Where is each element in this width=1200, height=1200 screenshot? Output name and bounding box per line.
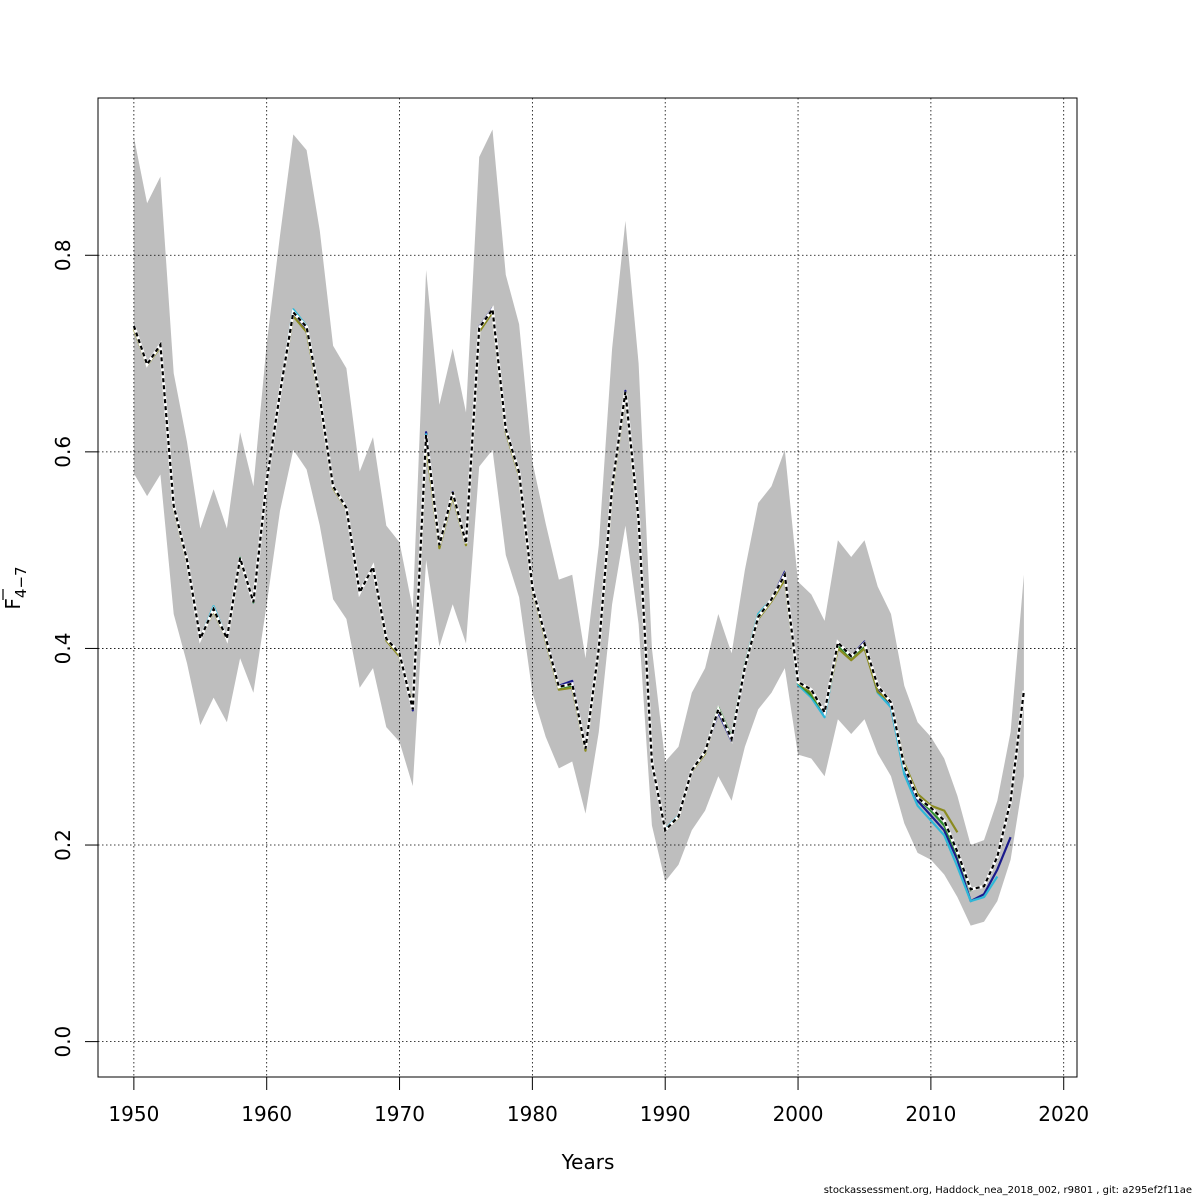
y-tick-label: 0.4 [51, 633, 75, 665]
y-tick-label: 0.0 [51, 1026, 75, 1058]
y-tick-label: 0.8 [51, 239, 75, 271]
y-axis-label-main: F [1, 598, 25, 610]
x-tick-label: 2000 [773, 1102, 824, 1126]
svg-text:F4−7: F4−7 [1, 566, 30, 609]
confidence-band-layer [133, 129, 1024, 926]
x-tick-label: 2010 [905, 1102, 956, 1126]
x-tick-label: 2020 [1038, 1102, 1089, 1126]
series-line [132, 306, 1025, 891]
y-tick-label: 0.6 [51, 436, 75, 468]
x-tick-label: 1990 [640, 1102, 691, 1126]
x-tick-label: 1960 [241, 1102, 292, 1126]
x-tick-label: 1970 [374, 1102, 425, 1126]
footer-credit: stockassessment.org, Haddock_nea_2018_00… [823, 1185, 1192, 1196]
x-tick-label: 1980 [507, 1102, 558, 1126]
x-tick-label: 1950 [108, 1102, 159, 1126]
axes-layer: 1950 1960 1970 1980 1990 2000 2010 2020 0.0 0.2 0.… [51, 239, 1089, 1126]
y-axis-label-sub: 4−7 [12, 566, 30, 598]
x-axis-label: Years [561, 1150, 615, 1174]
series-layer [132, 305, 1026, 903]
y-axis-label: F4−7 [1, 566, 30, 609]
confidence-band [133, 129, 1024, 926]
y-tick-label: 0.2 [51, 829, 75, 861]
